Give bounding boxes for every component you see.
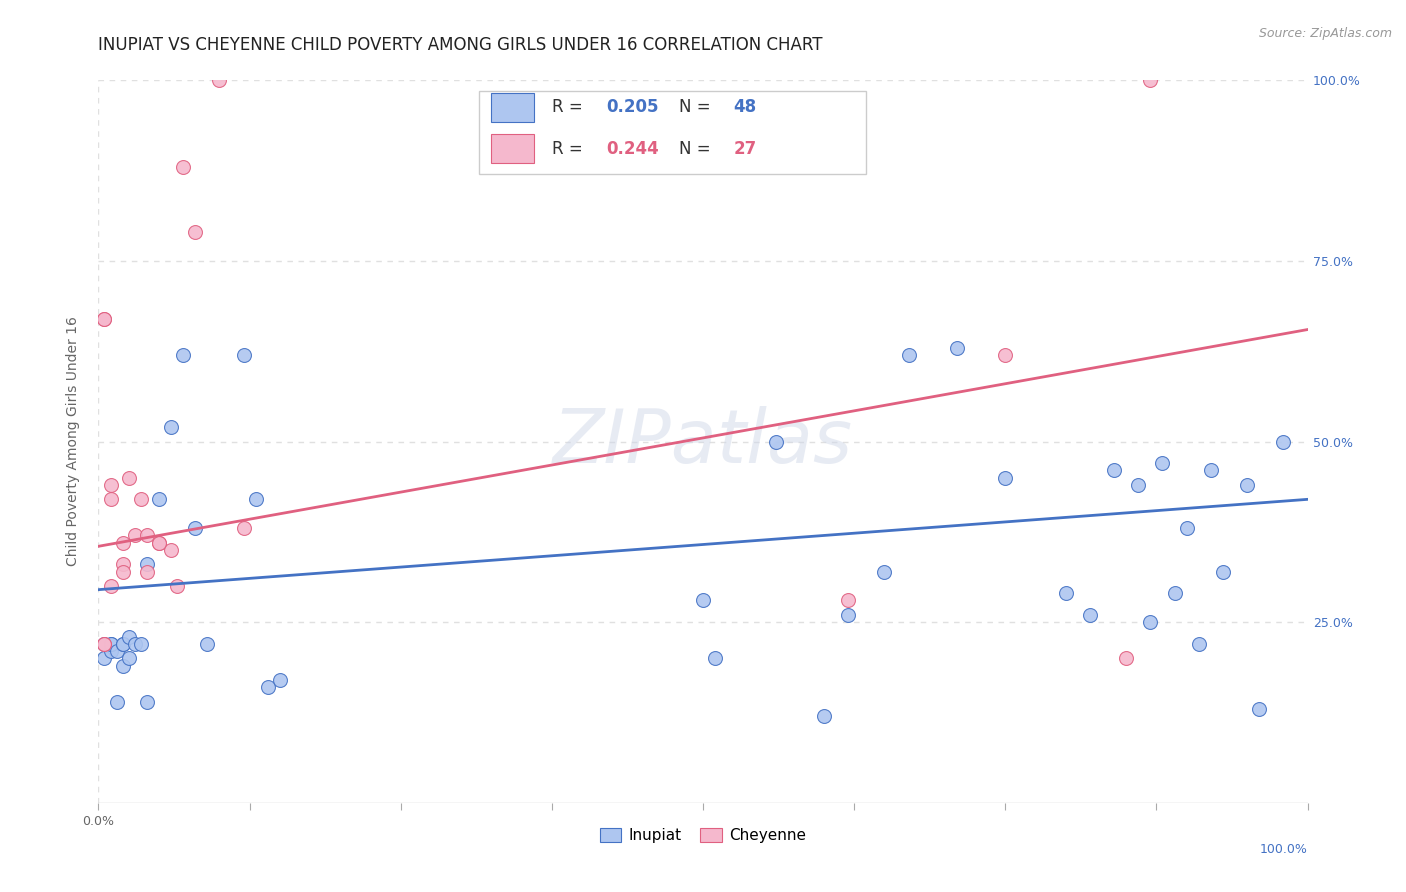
Point [118,651,141,665]
Point [1272,434,1295,449]
Point [93,637,115,651]
Point [1199,463,1222,477]
Point [946,341,969,355]
Point [837,607,859,622]
Point [100,492,122,507]
Point [111,637,134,651]
Point [148,492,170,507]
Point [837,593,859,607]
Point [232,521,254,535]
Point [692,593,714,607]
Point [1212,565,1234,579]
Point [135,695,157,709]
Point [148,535,170,549]
Point [100,637,122,651]
Point [93,311,115,326]
Point [1175,521,1198,535]
Point [100,579,122,593]
Point [100,478,122,492]
Point [135,558,157,572]
Point [269,673,291,687]
Text: 48: 48 [734,98,756,116]
Point [1139,73,1161,87]
Point [1115,651,1137,665]
Point [166,579,188,593]
Point [129,637,152,651]
Point [232,348,254,362]
Point [1188,637,1211,651]
Point [704,651,727,665]
Text: 0.244: 0.244 [606,140,659,158]
Point [994,470,1017,484]
Point [118,470,141,484]
Point [897,348,920,362]
Point [111,565,134,579]
Point [124,528,146,542]
Text: 27: 27 [734,140,756,158]
Point [105,695,128,709]
Bar [492,93,534,122]
Point [148,535,170,549]
Point [160,542,183,557]
Point [1102,463,1125,477]
Point [129,492,152,507]
Point [135,565,157,579]
Point [111,558,134,572]
Point [160,420,183,434]
Text: R =: R = [551,140,588,158]
Text: N =: N = [679,98,716,116]
Text: Source: ZipAtlas.com: Source: ZipAtlas.com [1258,27,1392,40]
Point [93,637,115,651]
Text: R =: R = [551,98,588,116]
Point [118,630,141,644]
Point [111,535,134,549]
Point [1078,607,1101,622]
Point [813,709,835,723]
Point [245,492,267,507]
Point [1128,478,1150,492]
Point [93,637,115,651]
Point [172,348,194,362]
Point [172,160,194,174]
Point [93,651,115,665]
Point [105,644,128,658]
Text: INUPIAT VS CHEYENNE CHILD POVERTY AMONG GIRLS UNDER 16 CORRELATION CHART: INUPIAT VS CHEYENNE CHILD POVERTY AMONG … [98,36,823,54]
Point [184,521,207,535]
FancyBboxPatch shape [479,91,866,174]
Point [994,348,1017,362]
Point [124,637,146,651]
Text: ZIPatlas: ZIPatlas [553,406,853,477]
Point [765,434,787,449]
Point [195,637,218,651]
Point [1249,702,1271,716]
Point [208,73,231,87]
Text: N =: N = [679,140,716,158]
Point [1236,478,1258,492]
Point [135,528,157,542]
Point [93,311,115,326]
Legend: Inupiat, Cheyenne: Inupiat, Cheyenne [593,822,813,849]
Point [1152,456,1174,470]
Point [1139,615,1161,630]
Y-axis label: Child Poverty Among Girls Under 16: Child Poverty Among Girls Under 16 [66,317,80,566]
Point [100,644,122,658]
Point [111,637,134,651]
Text: 100.0%: 100.0% [1260,843,1308,855]
Point [256,680,278,694]
Point [184,225,207,239]
Text: 0.205: 0.205 [606,98,659,116]
Bar [492,135,534,163]
Point [111,658,134,673]
Point [1163,586,1185,600]
Point [873,565,896,579]
Point [100,637,122,651]
Point [1054,586,1077,600]
